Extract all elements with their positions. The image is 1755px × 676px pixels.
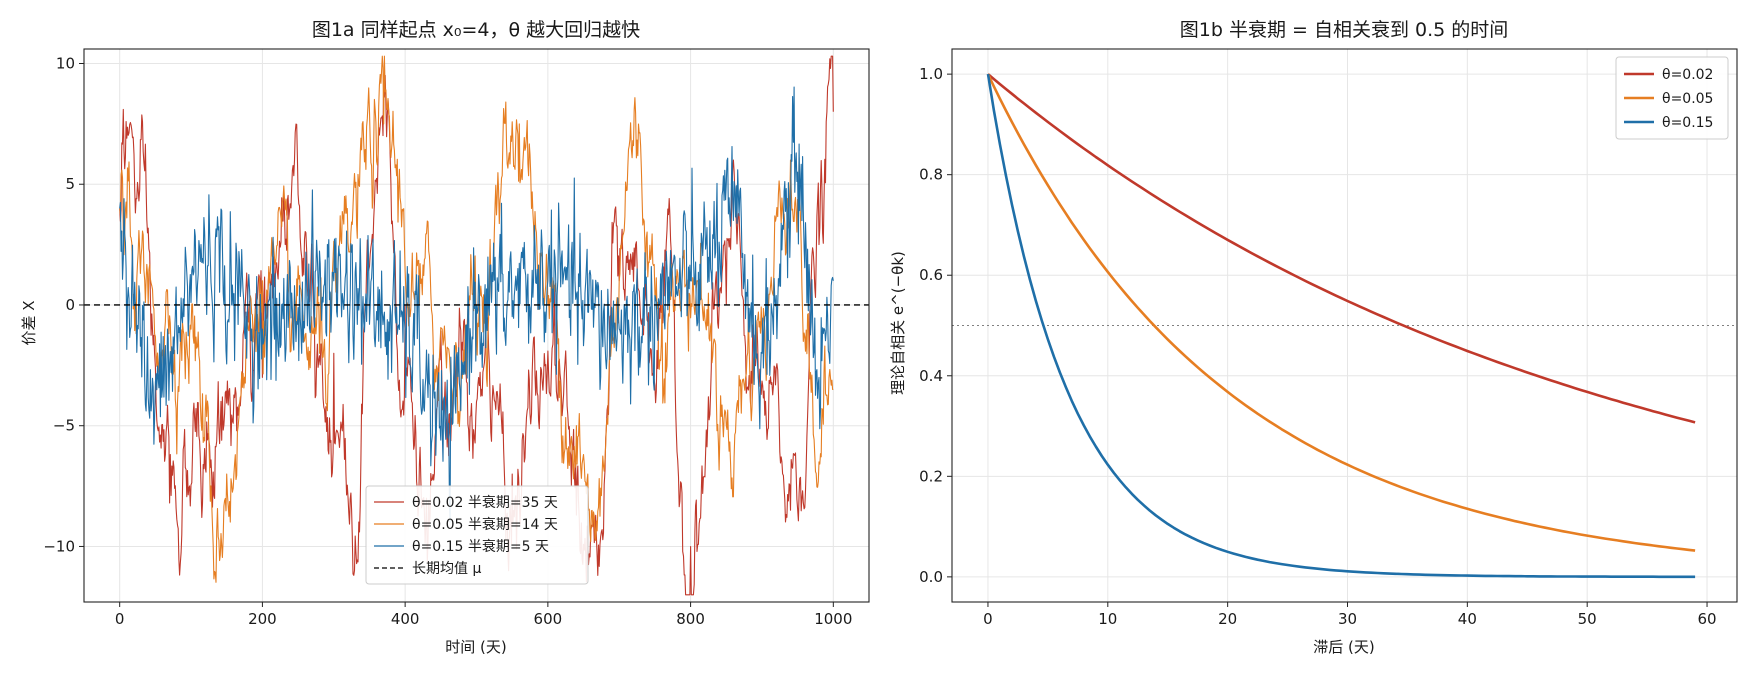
b-y-tick-label: 0.6 <box>919 266 943 284</box>
a-legend-label: θ=0.15 半衰期=5 天 <box>412 538 549 555</box>
b-y-tick-label: 0.0 <box>919 568 943 586</box>
b-y-tick-label: 1.0 <box>919 65 943 83</box>
b-y-tick-label: 0.2 <box>919 467 943 485</box>
chart-a-title: 图1a 同样起点 x₀=4，θ 越大回归越快 <box>312 19 640 41</box>
a-x-tick-label: 200 <box>248 610 277 628</box>
b-x-tick-label: 60 <box>1697 610 1716 628</box>
chart-a-frame <box>83 48 870 603</box>
b-legend-label: θ=0.15 <box>1662 115 1713 131</box>
a-legend-box <box>365 485 589 585</box>
chart-a-x-axis: 0 200 400 600 800 1000 <box>115 602 852 628</box>
b-legend-label: θ=0.02 <box>1662 67 1713 83</box>
b-x-tick-label: 0 <box>983 610 993 628</box>
b-x-tick-label: 30 <box>1338 610 1357 628</box>
b-x-tick-label: 40 <box>1458 610 1477 628</box>
chart-b-series-line <box>986 73 1696 579</box>
a-legend-label: θ=0.05 半衰期=14 天 <box>412 516 558 533</box>
chart-b-x-label: 滞后 (天) <box>1313 638 1374 656</box>
a-x-tick-label: 800 <box>676 610 705 628</box>
b-x-tick-label: 50 <box>1578 610 1597 628</box>
chart-b-frame <box>951 48 1738 603</box>
a-y-tick-label: −10 <box>43 537 75 555</box>
chart-b-plot-area <box>952 73 1737 579</box>
chart-a-y-label: 价差 X <box>20 300 38 345</box>
a-y-tick-label: 10 <box>56 54 75 72</box>
a-y-tick-label: −5 <box>53 417 75 435</box>
chart-b: 图1b 半衰期 = 自相关衰到 0.5 的时间 0 10 20 30 40 50 60 0.… <box>889 19 1738 656</box>
b-x-tick-label: 10 <box>1098 610 1117 628</box>
chart-b-series-line <box>986 73 1696 552</box>
b-legend-box <box>1615 56 1729 140</box>
chart-a-x-label: 时间 (天) <box>445 638 506 656</box>
chart-b-legend: θ=0.02 θ=0.05 θ=0.15 <box>1615 56 1729 140</box>
chart-a-plot-area <box>84 55 869 596</box>
a-x-tick-label: 0 <box>115 610 125 628</box>
chart-a-series-line <box>119 55 834 596</box>
a-y-tick-label: 0 <box>65 296 75 314</box>
chart-a-y-axis: −10 −5 0 5 10 <box>43 54 84 555</box>
b-y-tick-label: 0.4 <box>919 367 943 385</box>
chart-b-x-axis: 0 10 20 30 40 50 60 <box>983 602 1717 628</box>
a-x-tick-label: 600 <box>534 610 563 628</box>
chart-b-y-axis: 0.0 0.2 0.4 0.6 0.8 1.0 <box>919 65 952 586</box>
a-legend-label: 长期均值 μ <box>412 561 481 577</box>
a-x-tick-label: 1000 <box>814 610 852 628</box>
a-x-tick-label: 400 <box>391 610 420 628</box>
b-legend-label: θ=0.05 <box>1662 91 1713 107</box>
a-legend-label: θ=0.02 半衰期=35 天 <box>412 494 558 511</box>
chart-b-series-line <box>987 73 1696 424</box>
b-y-tick-label: 0.8 <box>919 166 943 184</box>
a-y-tick-label: 5 <box>65 175 75 193</box>
chart-a: 图1a 同样起点 x₀=4，θ 越大回归越快 0 200 400 600 800 1000… <box>20 19 870 656</box>
chart-a-legend: θ=0.02 半衰期=35 天 θ=0.05 半衰期=14 天 θ=0.15 半衰期… <box>365 485 589 585</box>
chart-b-y-label: 理论自相关 e^(−θk) <box>889 251 907 395</box>
chart-b-title: 图1b 半衰期 = 自相关衰到 0.5 的时间 <box>1180 19 1508 41</box>
b-x-tick-label: 20 <box>1218 610 1237 628</box>
